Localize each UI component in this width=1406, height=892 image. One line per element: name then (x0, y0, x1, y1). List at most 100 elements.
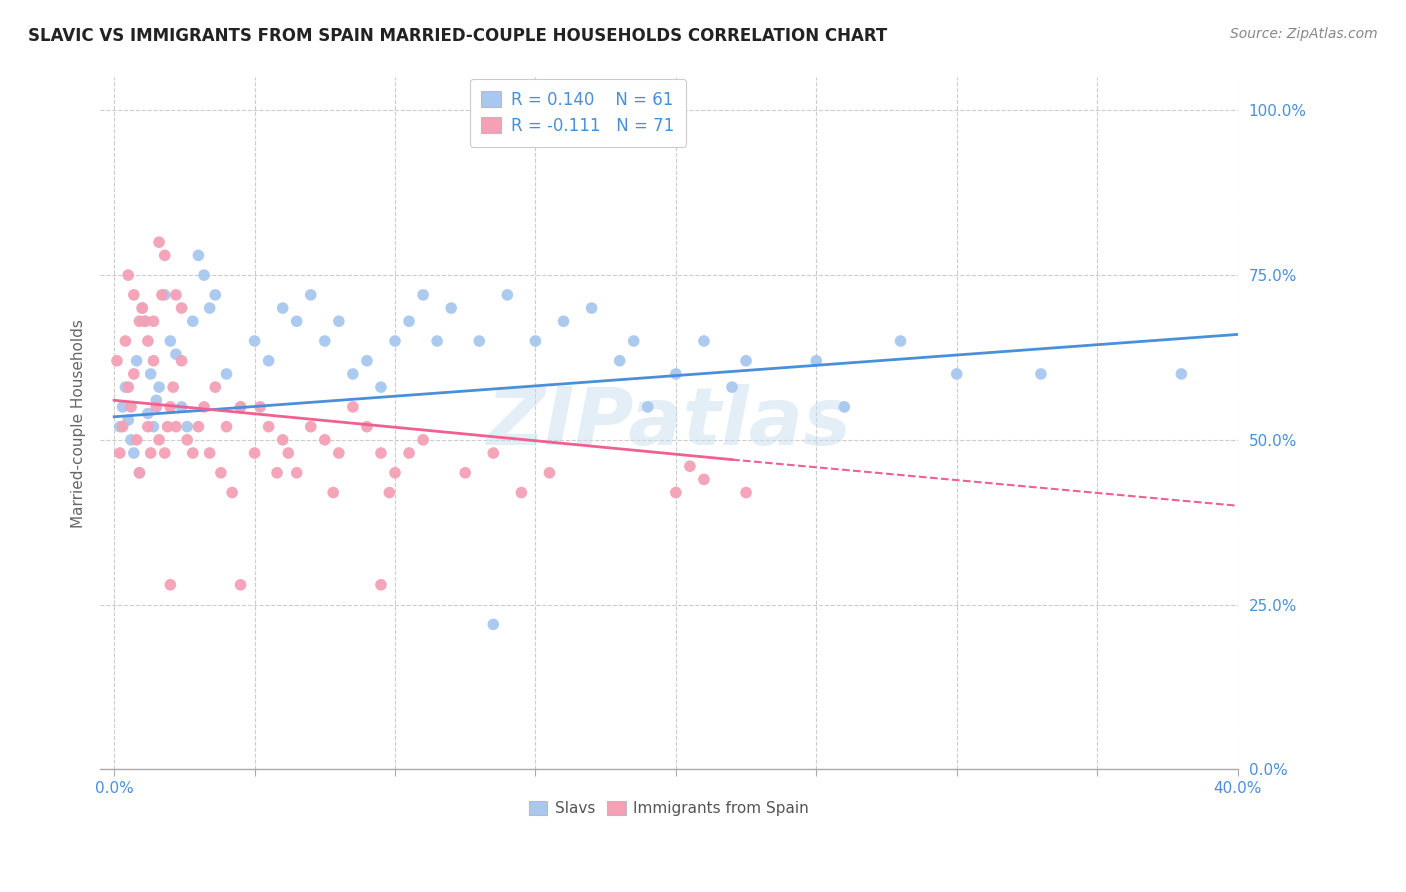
Point (243, 446, 266, 460)
Point (384, 334, 406, 348)
Point (204, 288, 226, 302)
Point (142, 353, 165, 368)
Point (148, 235, 170, 249)
Point (370, 380, 392, 394)
Point (153, 288, 176, 302)
Point (128, 466, 150, 480)
Point (285, 314, 308, 328)
Point (117, 268, 139, 282)
Point (384, 466, 406, 480)
Point (623, 334, 645, 348)
Point (131, 301, 153, 315)
Point (117, 380, 139, 394)
Point (176, 419, 198, 434)
Point (117, 413, 139, 427)
Point (125, 433, 148, 447)
Point (111, 419, 134, 434)
Point (229, 400, 252, 414)
Text: ZIPatlas: ZIPatlas (486, 384, 851, 462)
Point (148, 433, 170, 447)
Point (176, 433, 198, 447)
Text: Source: ZipAtlas.com: Source: ZipAtlas.com (1230, 27, 1378, 41)
Point (398, 314, 420, 328)
Point (665, 367, 688, 381)
Point (496, 288, 519, 302)
Point (114, 334, 136, 348)
Point (322, 485, 344, 500)
Point (257, 419, 280, 434)
Point (221, 485, 243, 500)
Point (412, 433, 434, 447)
Point (114, 380, 136, 394)
Point (342, 367, 364, 381)
Point (412, 288, 434, 302)
Point (120, 433, 142, 447)
Point (1029, 367, 1052, 381)
Point (834, 400, 856, 414)
Point (693, 334, 716, 348)
Point (193, 268, 215, 282)
Point (153, 446, 176, 460)
Point (454, 466, 477, 480)
Point (105, 353, 128, 368)
Point (277, 446, 299, 460)
Point (165, 419, 187, 434)
Point (482, 446, 505, 460)
Point (145, 393, 167, 408)
Point (187, 248, 209, 262)
Point (299, 288, 322, 302)
Point (142, 314, 165, 328)
Point (150, 288, 173, 302)
Point (356, 419, 378, 434)
Point (378, 485, 401, 500)
Point (198, 446, 221, 460)
Point (139, 367, 162, 381)
Point (215, 419, 238, 434)
Point (145, 400, 167, 414)
Point (215, 367, 238, 381)
Point (108, 419, 131, 434)
Point (398, 446, 420, 460)
Point (581, 301, 603, 315)
Point (128, 466, 150, 480)
Y-axis label: Married-couple Households: Married-couple Households (72, 319, 86, 528)
Point (209, 466, 232, 480)
Point (426, 334, 449, 348)
Point (328, 446, 350, 460)
Point (165, 288, 187, 302)
Point (156, 419, 179, 434)
Point (108, 446, 131, 460)
Point (945, 367, 967, 381)
Point (125, 353, 148, 368)
Legend: Slavs, Immigrants from Spain: Slavs, Immigrants from Spain (522, 793, 817, 824)
Point (299, 419, 322, 434)
Point (134, 314, 156, 328)
Point (314, 334, 336, 348)
Point (142, 419, 165, 434)
Point (165, 347, 187, 361)
Point (249, 400, 271, 414)
Point (806, 353, 828, 368)
Point (342, 400, 364, 414)
Point (136, 407, 159, 421)
Point (468, 334, 491, 348)
Point (328, 314, 350, 328)
Point (181, 446, 204, 460)
Point (187, 419, 209, 434)
Point (128, 314, 150, 328)
Point (198, 301, 221, 315)
Point (735, 353, 758, 368)
Point (271, 301, 294, 315)
Point (229, 400, 252, 414)
Point (285, 466, 308, 480)
Point (524, 334, 547, 348)
Point (153, 248, 176, 262)
Point (131, 301, 153, 315)
Point (440, 301, 463, 315)
Point (193, 400, 215, 414)
Point (1170, 367, 1192, 381)
Point (665, 485, 688, 500)
Point (136, 419, 159, 434)
Text: SLAVIC VS IMMIGRANTS FROM SPAIN MARRIED-COUPLE HOUSEHOLDS CORRELATION CHART: SLAVIC VS IMMIGRANTS FROM SPAIN MARRIED-… (28, 27, 887, 45)
Point (122, 367, 145, 381)
